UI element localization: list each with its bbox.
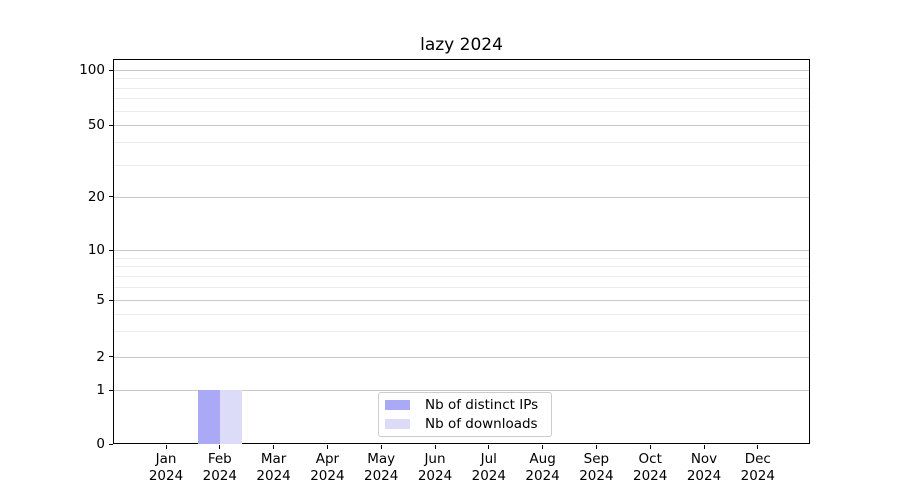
- y-tick-mark: [109, 196, 113, 197]
- x-tick-label: Oct 2024: [633, 451, 668, 484]
- y-tick-mark: [109, 356, 113, 357]
- x-tick-label: Aug 2024: [525, 451, 560, 484]
- y-tick-label: 100: [79, 62, 105, 78]
- gridline-minor: [114, 266, 809, 268]
- gridline-major: [114, 300, 809, 301]
- legend-entry: Nb of downloads: [385, 416, 545, 432]
- gridline-major: [114, 196, 809, 198]
- x-tick-mark: [219, 445, 221, 449]
- gridline-minor: [114, 331, 809, 333]
- gridline-minor: [114, 275, 809, 277]
- x-tick-label: Feb 2024: [202, 451, 237, 484]
- x-tick-label: Dec 2024: [740, 451, 775, 484]
- y-tick-mark: [109, 443, 113, 445]
- gridline-minor: [114, 87, 809, 89]
- gridline-minor: [114, 98, 809, 100]
- gridline-minor: [114, 286, 809, 288]
- y-tick-label: 50: [87, 117, 105, 133]
- x-tick-mark: [649, 445, 651, 449]
- y-tick-label: 1: [96, 382, 105, 398]
- bar-nb-of-distinct-ips-feb-2024: [197, 390, 220, 444]
- y-tick-label: 10: [87, 242, 105, 258]
- bar-nb-of-downloads-feb-2024: [219, 390, 242, 444]
- gridline-major: [114, 70, 809, 71]
- y-tick-mark: [109, 389, 113, 391]
- x-tick-mark: [434, 445, 436, 449]
- legend-swatch: [385, 400, 410, 411]
- x-tick-mark: [488, 445, 490, 449]
- x-tick-mark: [542, 445, 544, 449]
- gridline-major: [114, 356, 809, 358]
- x-tick-label: Apr 2024: [310, 451, 345, 484]
- y-tick-mark: [109, 299, 113, 301]
- x-tick-mark: [703, 445, 705, 449]
- x-tick-label: Jun 2024: [417, 451, 453, 484]
- y-tick-mark: [109, 69, 113, 71]
- legend-label: Nb of downloads: [425, 415, 538, 432]
- x-tick-label: Nov 2024: [686, 451, 722, 484]
- x-tick-label: Mar 2024: [256, 451, 291, 484]
- x-tick-mark: [165, 445, 167, 449]
- gridline-major: [114, 125, 809, 126]
- gridline-minor: [114, 110, 809, 112]
- gridline-minor: [114, 313, 809, 315]
- y-tick-label: 5: [96, 292, 105, 308]
- legend-swatch: [385, 418, 410, 429]
- legend-entry: Nb of distinct IPs: [385, 397, 545, 413]
- gridline-major: [114, 250, 809, 251]
- x-tick-label: May 2024: [364, 451, 399, 484]
- y-tick-label: 2: [96, 348, 105, 365]
- legend: Nb of distinct IPs Nb of downloads: [378, 392, 552, 437]
- y-tick-mark: [109, 124, 113, 126]
- x-tick-mark: [757, 445, 759, 449]
- x-tick-mark: [273, 445, 275, 449]
- gridline-minor: [114, 78, 809, 80]
- x-tick-mark: [595, 445, 597, 449]
- x-tick-label: Jul 2024: [471, 451, 506, 484]
- x-tick-label: Sep 2024: [579, 451, 614, 484]
- gridline-minor: [114, 164, 809, 166]
- x-tick-mark: [326, 445, 328, 449]
- plot-area: [113, 59, 810, 444]
- y-tick-label: 20: [87, 188, 105, 205]
- x-tick-label: Jan 2024: [148, 451, 184, 484]
- y-tick-mark: [109, 249, 113, 251]
- legend-label: Nb of distinct IPs: [425, 397, 539, 414]
- x-tick-mark: [380, 445, 382, 449]
- gridline-major: [114, 390, 809, 391]
- gridline-minor: [114, 257, 809, 259]
- y-tick-label: 0: [96, 436, 105, 452]
- gridline-minor: [114, 142, 809, 144]
- chart-title: lazy 2024: [420, 35, 503, 55]
